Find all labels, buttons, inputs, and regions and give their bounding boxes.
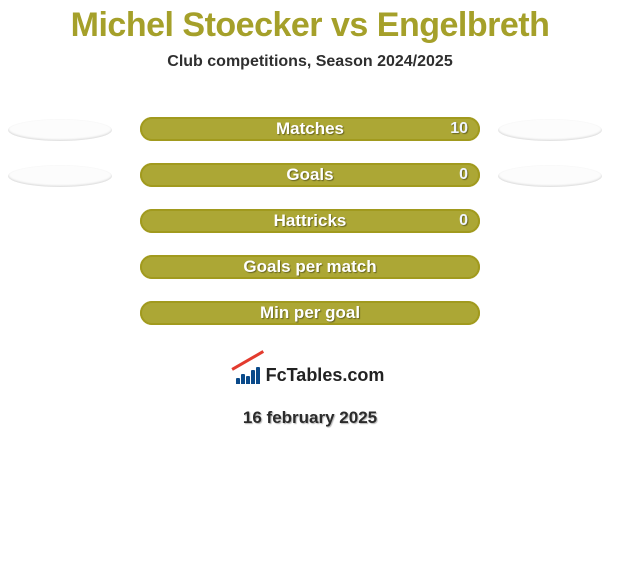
logo-chart-icon [236, 366, 260, 384]
vs-label: vs [331, 6, 368, 44]
stat-row: Goals per match [0, 244, 620, 290]
subtitle: Club competitions, Season 2024/2025 [0, 53, 620, 71]
stat-value: 0 [459, 212, 468, 230]
stat-bar: Min per goal [140, 301, 480, 325]
stat-label: Goals per match [243, 257, 376, 277]
stat-label: Hattricks [274, 211, 347, 231]
stat-label: Goals [286, 165, 333, 185]
right-player-pill [498, 165, 602, 187]
logo-text: FcTables.com [266, 365, 385, 386]
stat-value: 10 [450, 120, 468, 138]
right-player-pill [498, 119, 602, 141]
page-title: Michel Stoecker vs Engelbreth [0, 0, 620, 45]
stat-bar: Hattricks 0 [140, 209, 480, 233]
stat-label: Min per goal [260, 303, 360, 323]
stat-bar: Goals per match [140, 255, 480, 279]
stat-row: Goals 0 [0, 152, 620, 198]
player2-name: Engelbreth [377, 6, 550, 44]
left-player-pill [8, 165, 112, 187]
stat-row: Matches 10 [0, 106, 620, 152]
stat-row: Hattricks 0 [0, 198, 620, 244]
stat-value: 0 [459, 166, 468, 184]
snapshot-date: 16 february 2025 [243, 408, 377, 428]
left-player-pill [8, 119, 112, 141]
stat-label: Matches [276, 119, 344, 139]
fctables-logo: FcTables.com [201, 352, 419, 398]
stat-bar: Matches 10 [140, 117, 480, 141]
stat-bar: Goals 0 [140, 163, 480, 187]
comparison-rows: Matches 10 Goals 0 Hattricks 0 Goals per match… [0, 106, 620, 336]
stat-row: Min per goal [0, 290, 620, 336]
player1-name: Michel Stoecker [71, 6, 322, 44]
